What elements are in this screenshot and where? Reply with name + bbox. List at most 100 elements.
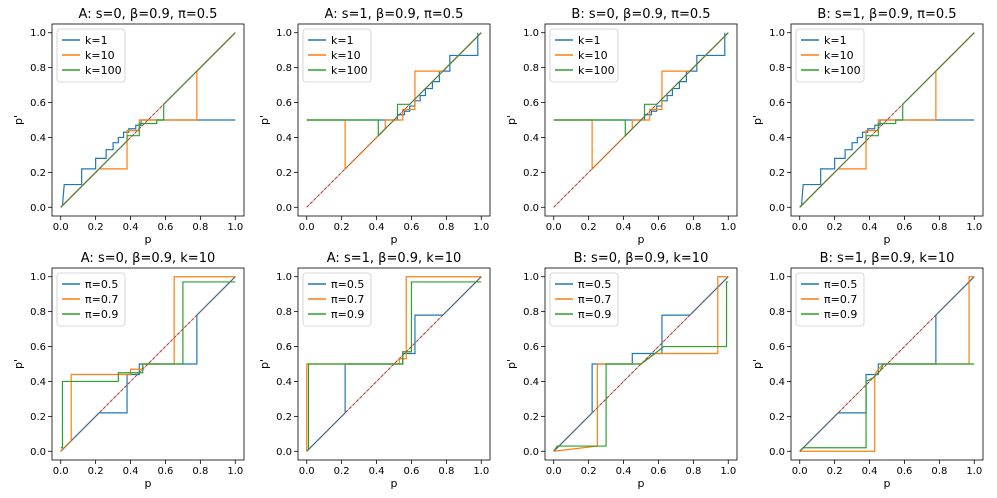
y-tick-label: 0.4 xyxy=(523,133,539,144)
legend-box xyxy=(302,28,372,83)
identity-line xyxy=(553,276,729,452)
x-axis-title: p xyxy=(145,233,152,246)
legend-label: π=0.7 xyxy=(578,293,611,306)
y-tick-label: 0.4 xyxy=(30,133,46,144)
legend-label: k=10 xyxy=(578,49,608,62)
plot-area xyxy=(799,32,975,208)
x-tick-label: 1.0 xyxy=(966,222,982,233)
y-tick-label: 0.0 xyxy=(523,203,539,214)
y-tick-label: 0.0 xyxy=(769,203,785,214)
legend-box xyxy=(302,272,372,327)
x-tick-label: 0.8 xyxy=(931,466,947,477)
plot-area xyxy=(553,276,729,452)
series-line-1 xyxy=(553,276,729,452)
series-line-3 xyxy=(306,281,482,452)
identity-line xyxy=(306,276,482,452)
y-tick-label: 0.2 xyxy=(30,168,46,179)
series-line-1 xyxy=(60,119,236,208)
identity-line xyxy=(553,32,729,208)
plot-area xyxy=(306,32,482,208)
x-tick-label: 0.6 xyxy=(158,222,174,233)
plot-frame xyxy=(790,23,984,217)
y-axis-title: p' xyxy=(751,115,764,125)
identity-line xyxy=(306,32,482,208)
y-tick-label: 0.4 xyxy=(276,133,292,144)
x-tick-label: 1.0 xyxy=(473,222,489,233)
y-tick-label: 0.6 xyxy=(523,98,539,109)
y-tick-label: 0.2 xyxy=(769,168,785,179)
legend: k=1 k=10 k=100 xyxy=(56,28,126,83)
y-tick-label: 1.0 xyxy=(769,28,785,39)
legend-box xyxy=(56,28,126,83)
y-tick-label: 0.0 xyxy=(30,203,46,214)
y-tick-label: 0.6 xyxy=(276,342,292,353)
y-tick-label: 0.0 xyxy=(276,447,292,458)
x-tick-label: 0.8 xyxy=(192,222,208,233)
chart-panel-4: B: s=1, β=0.9, π=0.5 0.0 0.2 0.4 0.6 0.8 1.0 0.… xyxy=(751,7,984,246)
plot-area xyxy=(60,32,236,208)
plot-frame xyxy=(790,267,984,461)
y-tick-label: 0.2 xyxy=(523,168,539,179)
x-tick-label: 0.6 xyxy=(897,466,913,477)
chart-panel-7: B: s=0, β=0.9, k=10 0.0 0.2 0.4 0.6 0.8 1.0 0.0… xyxy=(505,251,738,490)
y-tick-label: 0.2 xyxy=(276,168,292,179)
legend-label: k=10 xyxy=(85,49,115,62)
y-tick-label: 0.8 xyxy=(769,63,785,74)
x-tick-label: 0.2 xyxy=(88,222,104,233)
x-tick-label: 0.2 xyxy=(334,466,350,477)
legend-box xyxy=(795,272,865,327)
y-axis-title: p' xyxy=(12,359,25,369)
plot-frame xyxy=(297,23,491,217)
chart-title: B: s=1, β=0.9, π=0.5 xyxy=(817,7,956,22)
plot-area xyxy=(60,276,236,452)
x-tick-label: 0.0 xyxy=(53,466,69,477)
y-tick-label: 0.6 xyxy=(523,342,539,353)
y-axis-title: p' xyxy=(258,115,271,125)
x-tick-label: 0.4 xyxy=(123,222,139,233)
x-tick-label: 0.8 xyxy=(685,222,701,233)
legend-label: k=10 xyxy=(331,49,361,62)
plot-frame xyxy=(51,267,245,461)
x-tick-label: 0.4 xyxy=(369,222,385,233)
x-tick-label: 0.0 xyxy=(792,222,808,233)
identity-line xyxy=(799,32,975,208)
y-axis-title: p' xyxy=(12,115,25,125)
plot-frame xyxy=(544,23,738,217)
y-tick-label: 0.8 xyxy=(769,307,785,318)
y-tick-label: 0.8 xyxy=(276,63,292,74)
legend-label: π=0.9 xyxy=(331,308,364,321)
chart-title: B: s=0, β=0.9, k=10 xyxy=(574,251,709,266)
x-tick-label: 0.0 xyxy=(792,466,808,477)
legend-label: π=0.7 xyxy=(331,293,364,306)
x-tick-label: 0.6 xyxy=(158,466,174,477)
legend-label: π=0.7 xyxy=(85,293,118,306)
legend-box xyxy=(56,272,126,327)
legend-box xyxy=(549,272,619,327)
legend-label: π=0.5 xyxy=(85,278,118,291)
y-tick-label: 0.4 xyxy=(523,377,539,388)
legend-label: π=0.9 xyxy=(824,308,857,321)
chart-title: B: s=0, β=0.9, π=0.5 xyxy=(571,7,710,22)
y-tick-label: 0.2 xyxy=(523,412,539,423)
identity-line xyxy=(60,32,236,208)
y-tick-label: 0.2 xyxy=(30,412,46,423)
x-tick-label: 0.2 xyxy=(88,466,104,477)
y-tick-label: 0.4 xyxy=(30,377,46,388)
y-tick-label: 1.0 xyxy=(276,28,292,39)
y-tick-label: 0.6 xyxy=(30,98,46,109)
legend-label: π=0.7 xyxy=(824,293,857,306)
y-tick-label: 0.4 xyxy=(769,377,785,388)
legend: k=1 k=10 k=100 xyxy=(302,28,372,83)
legend: k=1 k=10 k=100 xyxy=(549,28,619,83)
legend-box xyxy=(795,28,865,83)
chart-panel-6: A: s=1, β=0.9, k=10 0.0 0.2 0.4 0.6 0.8 1.0 0.0… xyxy=(258,251,491,490)
legend: π=0.5 π=0.7 π=0.9 xyxy=(56,272,126,327)
x-tick-label: 1.0 xyxy=(227,466,243,477)
x-tick-label: 0.6 xyxy=(651,466,667,477)
series-line-1 xyxy=(60,276,236,452)
y-tick-label: 0.0 xyxy=(30,447,46,458)
y-tick-label: 1.0 xyxy=(769,272,785,283)
legend: π=0.5 π=0.7 π=0.9 xyxy=(549,272,619,327)
legend: k=1 k=10 k=100 xyxy=(795,28,865,83)
